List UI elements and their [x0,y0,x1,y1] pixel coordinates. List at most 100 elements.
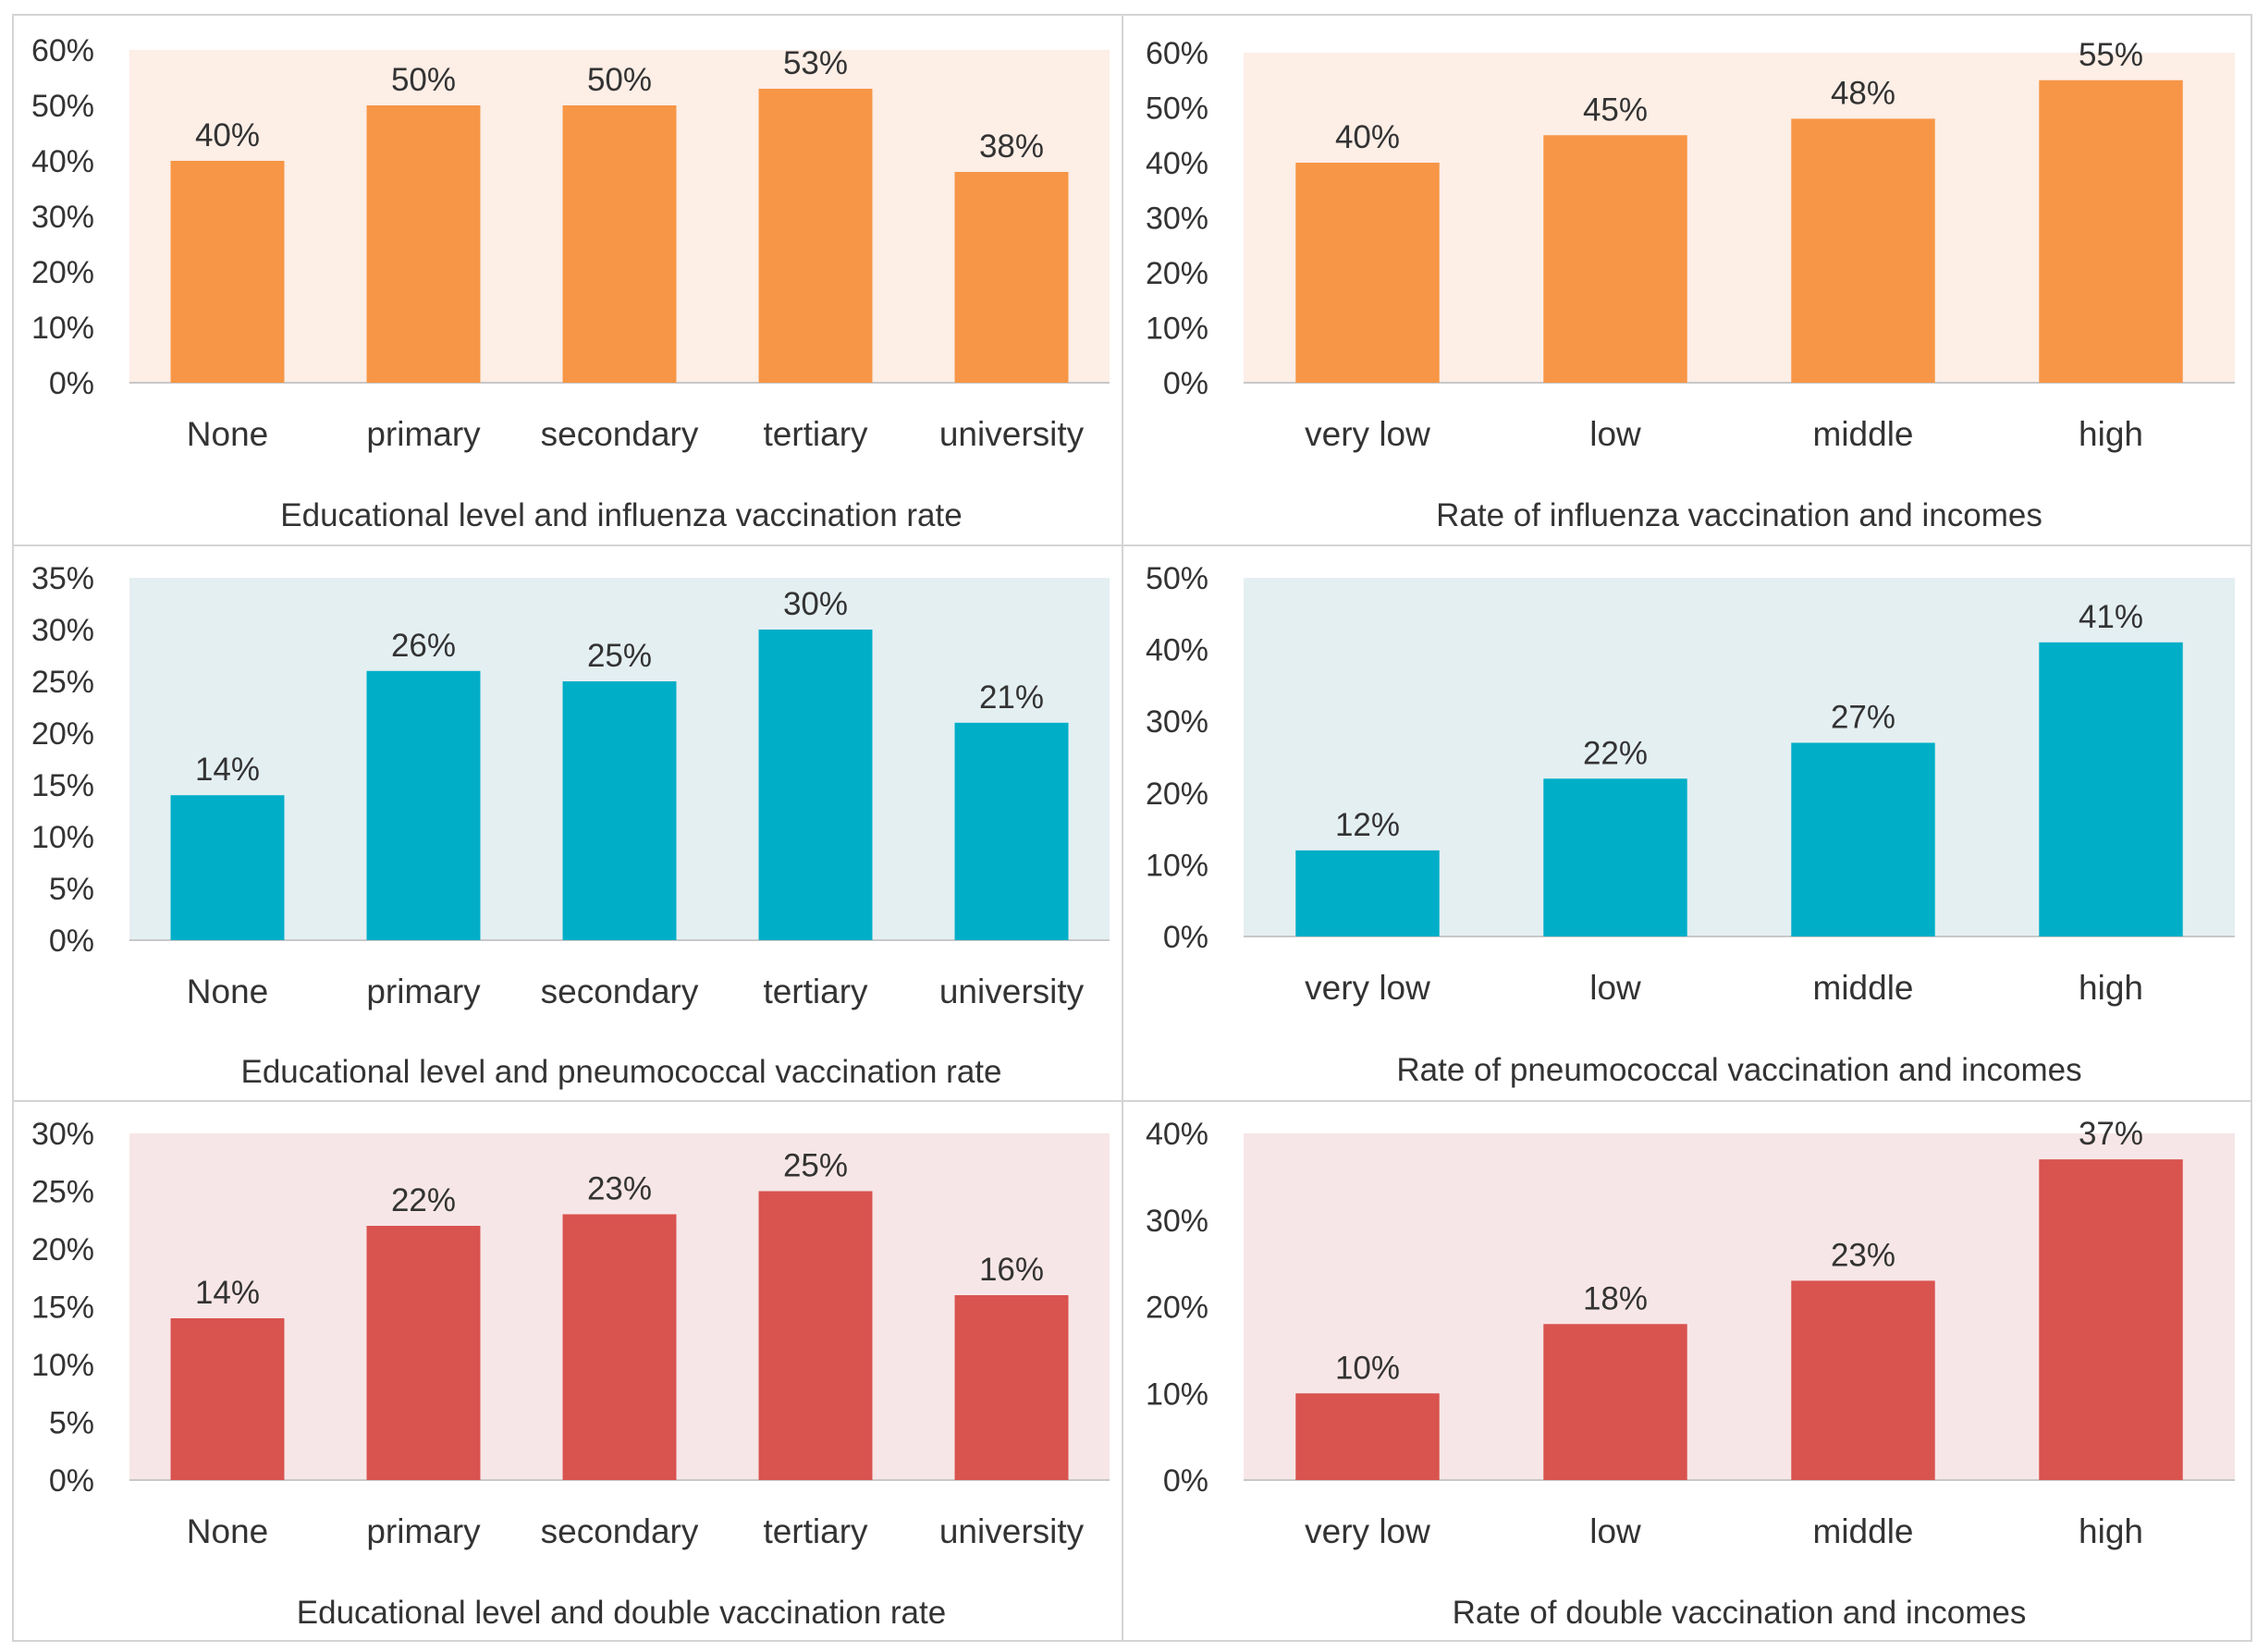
y-tick-label: 20% [1146,256,1208,291]
y-tick-label: 10% [1146,312,1208,347]
x-tick-label: None [187,973,268,1010]
bar-value-label: 12% [1335,807,1400,843]
x-tick-label: tertiary [763,1512,868,1550]
x-tick-label: primary [366,415,481,453]
y-tick-label: 25% [31,1175,94,1210]
bar-value-label: 50% [391,62,456,98]
bar-value-label: 14% [195,752,260,788]
y-tick-label: 50% [1146,92,1208,127]
bar [758,89,873,383]
bar-series: 12% 22% 27% 41% [1295,599,2183,936]
x-tick-label: None [187,415,268,453]
y-tick-label: 30% [31,200,94,235]
x-axis: None primary secondary tertiary university [187,973,1085,1010]
y-tick-label: 30% [31,1117,94,1152]
x-tick-label: None [187,1512,268,1550]
bar [170,1318,285,1480]
bar [1791,118,1935,383]
y-tick-label: 60% [1146,36,1208,71]
y-tick-label: 30% [1146,202,1208,237]
bar-series: 40% 50% 50% 53% 38% [170,45,1069,383]
bar [562,681,677,940]
x-tick-label: primary [366,973,481,1010]
y-axis: 0% 10% 20% 30% 40% 50% [1146,561,2235,955]
bar-value-label: 25% [587,638,652,674]
bar [2039,1159,2183,1480]
bar [1791,742,1935,936]
y-tick-label: 5% [49,1406,94,1441]
y-tick-label: 0% [1163,920,1208,955]
bar [170,161,285,383]
bar-value-label: 40% [1335,119,1400,155]
bar-series: 10% 18% 23% 37% [1295,1116,2183,1480]
x-tick-label: university [939,1512,1085,1550]
bar [2039,642,2183,936]
bar [954,1295,1069,1480]
bar [758,630,873,940]
y-tick-label: 30% [1146,704,1208,740]
bar-value-label: 22% [391,1182,456,1218]
bar-value-label: 37% [2079,1116,2143,1152]
x-tick-label: middle [1813,415,1914,453]
bar-value-label: 55% [2079,37,2143,73]
panel-frame [1122,1100,2252,1642]
bar-value-label: 40% [195,117,260,153]
bar [1543,1324,1687,1480]
bar-value-label: 53% [783,45,848,81]
x-tick-label: university [939,415,1085,453]
chart-panel-education-influenza: 0% 10% 20% 30% 40% 50% 60% 40% 50% 50% 53% 38% Non… [12,14,1123,546]
bar-series: 14% 22% 23% 25% 16% [170,1148,1069,1480]
chart-panel-income-double: 0% 10% 20% 30% 40% 10% 18% 23% 37% very low low m… [1122,1100,2252,1642]
x-tick-label: middle [1813,969,1914,1007]
bar-value-label: 21% [979,679,1044,716]
chart-title: Rate of influenza vaccination and income… [1436,497,2042,533]
bar [1543,778,1687,936]
bar-value-label: 23% [587,1171,652,1207]
bar-value-label: 48% [1831,75,1895,111]
bar [1295,850,1440,936]
bar-value-label: 45% [1583,92,1648,128]
x-tick-label: tertiary [763,973,868,1010]
y-tick-label: 0% [49,1463,94,1499]
y-tick-label: 20% [31,716,94,752]
y-tick-label: 20% [1146,777,1208,812]
bar [1295,163,1440,383]
chart-title: Rate of pneumococcal vaccination and inc… [1396,1052,2081,1088]
x-tick-label: secondary [541,415,699,453]
x-tick-label: tertiary [763,415,868,453]
bar-value-label: 18% [1583,1280,1648,1316]
y-tick-label: 20% [31,255,94,290]
y-tick-label: 60% [31,33,94,68]
y-tick-label: 40% [1146,1117,1208,1152]
y-tick-label: 0% [49,924,94,959]
chart-title: Rate of double vaccination and incomes [1453,1595,2027,1631]
y-tick-label: 50% [31,89,94,124]
x-tick-label: secondary [541,973,699,1010]
y-tick-label: 10% [31,820,94,855]
x-tick-label: low [1589,415,1641,453]
x-axis: None primary secondary tertiary university [187,1512,1085,1550]
bar [758,1191,873,1480]
bar-value-label: 23% [1831,1237,1895,1273]
chart-title: Educational level and pneumococcal vacci… [240,1054,1001,1090]
y-tick-label: 10% [31,311,94,346]
x-tick-label: middle [1813,1512,1914,1550]
bar [1295,1393,1440,1480]
x-tick-label: high [2079,1512,2143,1550]
bar [954,172,1069,383]
x-tick-label: high [2079,415,2143,453]
chart-panel-education-double: 0% 5% 10% 15% 20% 25% 30% 14% 22% 23% 25% 16% None… [12,1100,1123,1642]
y-tick-label: 15% [31,768,94,803]
x-axis: very low low middle high [1305,415,2143,453]
x-tick-label: very low [1305,1512,1430,1550]
x-tick-label: high [2079,969,2143,1007]
x-axis: None primary secondary tertiary university [187,415,1085,453]
y-tick-label: 10% [31,1348,94,1383]
bar [562,105,677,383]
x-axis: very low low middle high [1305,1512,2143,1550]
x-tick-label: secondary [541,1512,699,1550]
bar [366,105,481,383]
bar [366,670,481,940]
y-tick-label: 10% [1146,1377,1208,1412]
